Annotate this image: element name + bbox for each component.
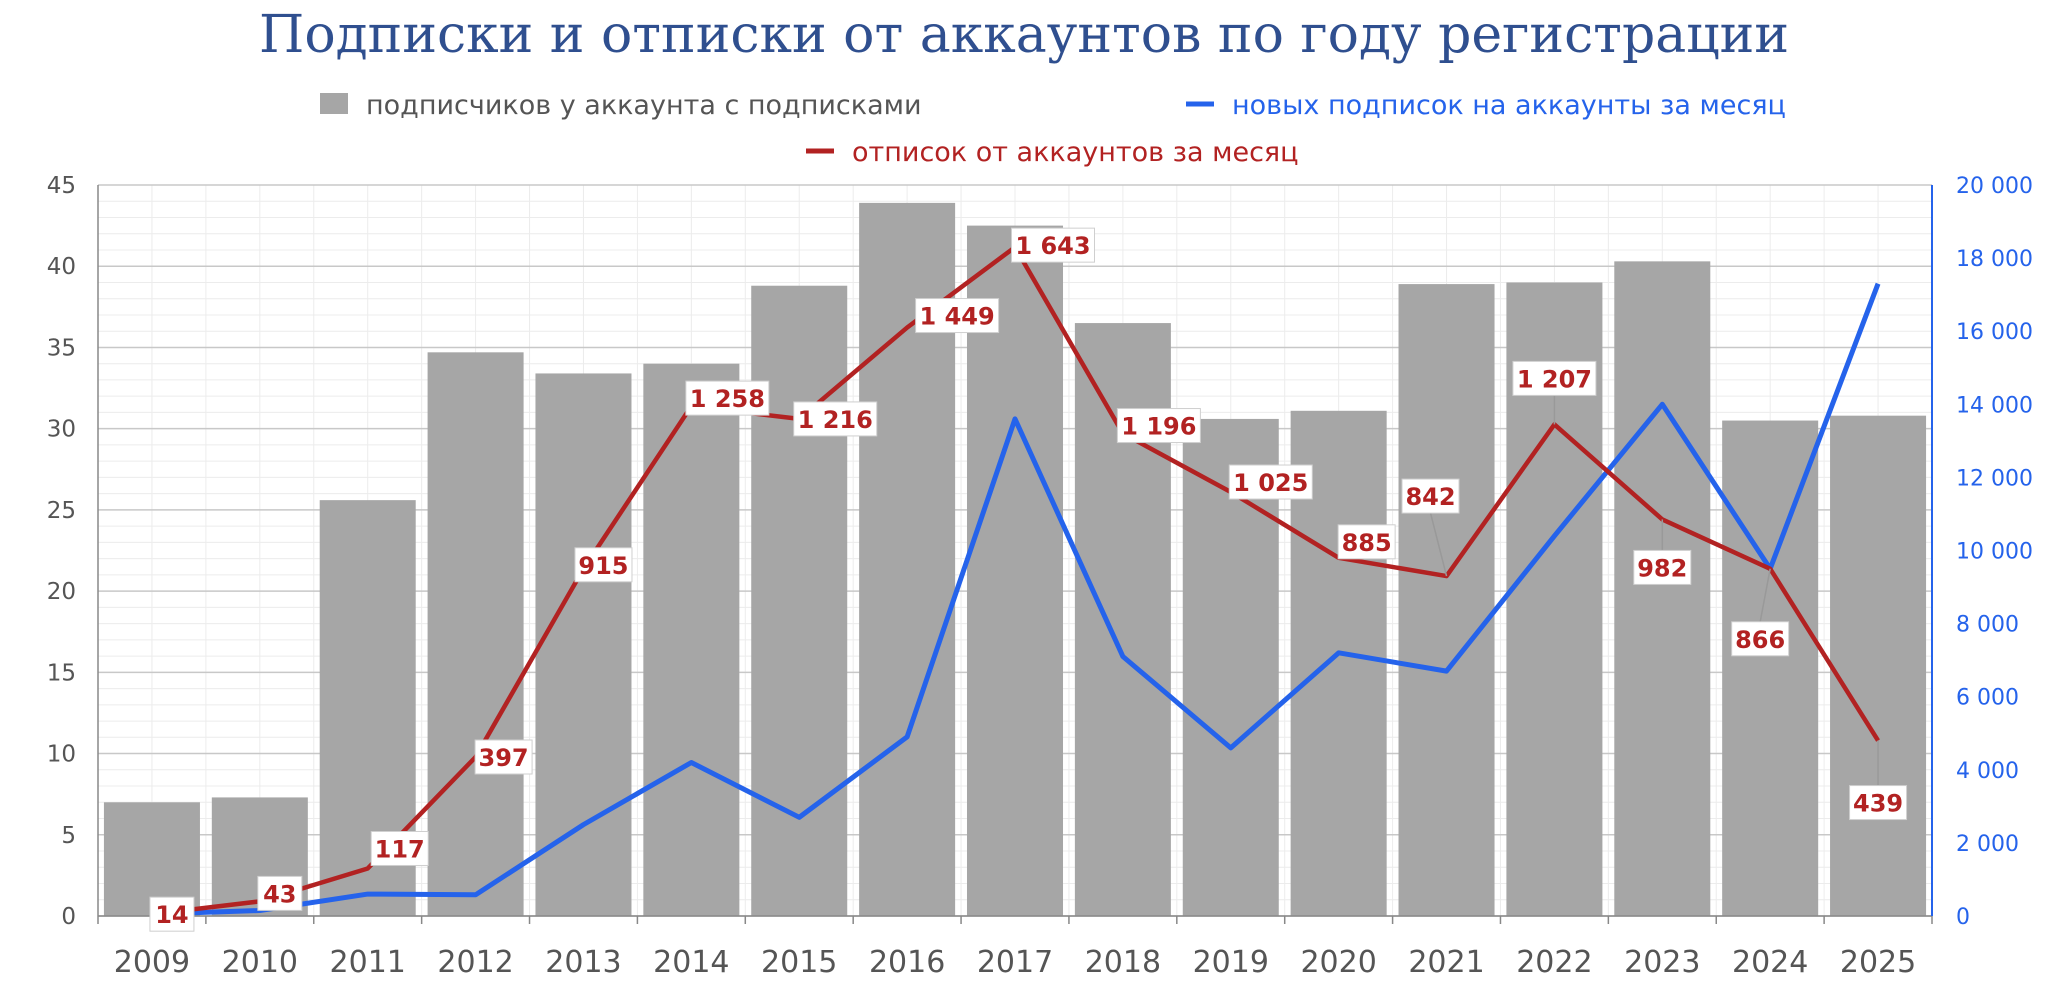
data-label: 885 (1342, 529, 1392, 557)
data-label-box (474, 739, 533, 775)
x-tick-label: 2024 (1732, 945, 1808, 980)
legend: подписчиков у аккаунта с подписками новы… (320, 90, 1786, 168)
data-label: 117 (375, 835, 425, 863)
y-left-tick-label: 5 (61, 823, 76, 849)
bar (643, 363, 740, 916)
data-label: 43 (263, 880, 296, 908)
bar (427, 352, 524, 917)
y-right-tick-label: 4 000 (1956, 759, 2019, 784)
bar (751, 285, 848, 916)
y-right-tick-label: 14 000 (1956, 393, 2033, 418)
x-tick-label: 2017 (977, 945, 1053, 980)
bar (1182, 418, 1279, 916)
data-label: 842 (1405, 483, 1455, 511)
y-right-tick-label: 18 000 (1956, 247, 2033, 272)
data-label: 915 (578, 552, 628, 580)
bar (1614, 261, 1711, 916)
data-label: 1 258 (690, 385, 765, 413)
y-left-tick-label: 10 (47, 742, 76, 768)
x-tick-label: 2020 (1300, 945, 1376, 980)
bar (1398, 284, 1495, 916)
y-right-tick-label: 20 000 (1956, 174, 2033, 199)
data-labels: 14 43 117 397 915 1 258 1 216 1 449 1 643 1 196 1 … (149, 227, 1908, 932)
x-tick-label: 2019 (1193, 945, 1269, 980)
y-right-tick-label: 2 000 (1956, 832, 2019, 857)
data-label-box (1633, 549, 1692, 585)
data-label-box (1228, 464, 1313, 500)
x-tick-label: 2009 (114, 945, 190, 980)
y-left-tick-label: 35 (47, 335, 76, 361)
x-tick-label: 2016 (869, 945, 945, 980)
data-label-box (1116, 408, 1201, 444)
data-label-box (149, 896, 195, 932)
legend-bar-label: подписчиков у аккаунта с подписками (366, 90, 922, 121)
x-tick-label: 2011 (330, 945, 406, 980)
y-right-tick-label: 16 000 (1956, 320, 2033, 345)
x-tick-label: 2023 (1624, 945, 1700, 980)
y-left-tick-label: 20 (47, 579, 76, 605)
data-label-box (1849, 785, 1908, 821)
data-label-box (257, 875, 303, 911)
y-right-tick-label: 10 000 (1956, 540, 2033, 565)
x-tick-label: 2021 (1408, 945, 1484, 980)
x-tick-label: 2013 (545, 945, 621, 980)
data-label: 1 449 (920, 303, 995, 331)
data-label: 1 643 (1015, 232, 1090, 260)
legend-red-label: отписок от аккаунтов за месяц (852, 137, 1299, 168)
x-tick-label: 2025 (1840, 945, 1916, 980)
data-label: 1 216 (798, 406, 873, 434)
bar (966, 225, 1064, 917)
x-tick-label: 2015 (761, 945, 837, 980)
data-label-leader (1759, 568, 1771, 622)
y-right-tick-label: 12 000 (1956, 466, 2033, 491)
x-tick-label: 2014 (653, 945, 729, 980)
y-right-tick-label: 8 000 (1956, 613, 2019, 638)
data-label-box (370, 830, 429, 866)
bar (535, 373, 632, 916)
data-label: 1 196 (1121, 413, 1196, 441)
x-tick-label: 2022 (1516, 945, 1592, 980)
bar (1722, 420, 1819, 916)
x-tick-label: 2012 (437, 945, 513, 980)
data-label-box (574, 547, 633, 583)
data-label: 14 (155, 901, 188, 929)
data-label: 982 (1637, 554, 1687, 582)
new-subscriptions-line (151, 282, 1881, 917)
data-label-box (1011, 227, 1095, 263)
data-label: 1 207 (1517, 365, 1592, 393)
y-right-tick-label: 0 (1956, 905, 1970, 930)
data-label-box (1512, 360, 1597, 396)
data-label-box (915, 298, 1000, 334)
data-label-box (685, 380, 770, 416)
chart-title: Подписки и отписки от аккаунтов по году … (259, 5, 1789, 65)
legend-blue-label: новых подписок на аккаунты за месяц (1232, 90, 1786, 121)
data-label-box (1337, 524, 1396, 560)
data-label-box (793, 401, 878, 437)
legend-bar-swatch (320, 93, 348, 114)
y-left-tick-label: 30 (47, 417, 76, 443)
y-left-tick-label: 40 (47, 254, 76, 280)
y-left-tick-label: 25 (47, 498, 76, 524)
data-label-box (1401, 478, 1460, 514)
x-tick-label: 2010 (222, 945, 298, 980)
y-left-tick-label: 45 (47, 173, 76, 199)
y-left-tick-label: 15 (47, 660, 76, 686)
data-label: 439 (1853, 790, 1903, 818)
bar (1830, 415, 1927, 916)
x-tick-label: 2018 (1085, 945, 1161, 980)
data-label: 1 025 (1233, 469, 1308, 497)
data-label: 397 (479, 744, 529, 772)
data-label: 866 (1735, 626, 1785, 654)
y-left-tick-label: 0 (61, 904, 76, 930)
y-right-tick-label: 6 000 (1956, 686, 2019, 711)
data-label-leader (1429, 512, 1448, 577)
data-label-box (1731, 621, 1790, 657)
